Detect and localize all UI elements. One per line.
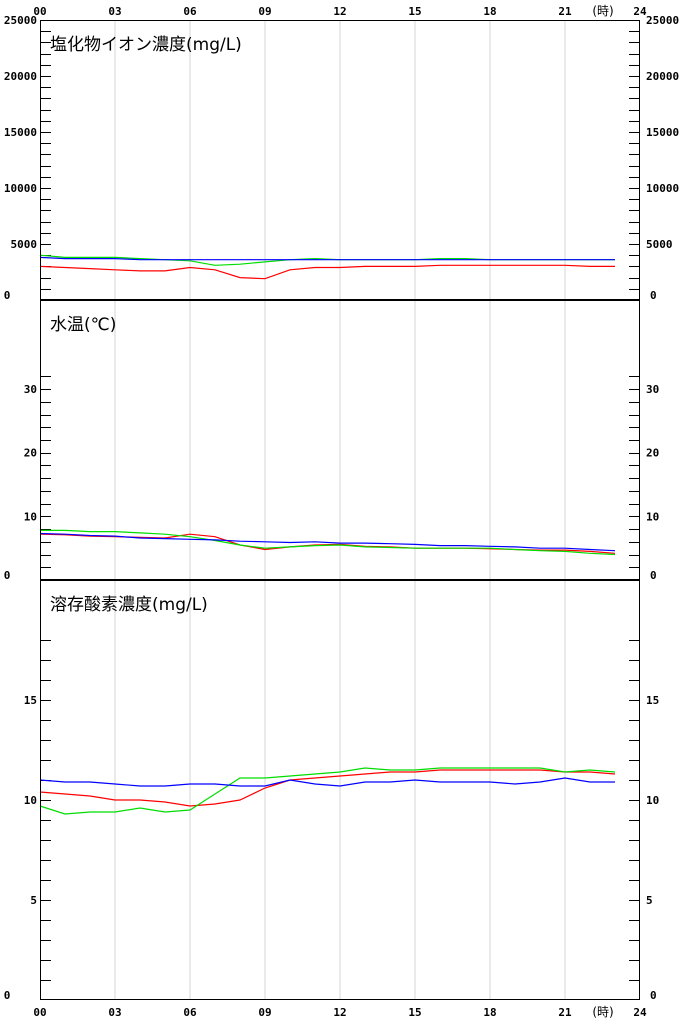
x-tick-label-top: 06 bbox=[183, 5, 197, 18]
series-line-2 bbox=[40, 529, 616, 556]
x-tick-label-top: 24 bbox=[633, 5, 647, 18]
x-tick-label-top: 18 bbox=[483, 5, 496, 18]
panel-frame bbox=[40, 580, 640, 1000]
series-line-2 bbox=[39, 767, 616, 815]
y-tick-label-right: 10 bbox=[646, 510, 659, 523]
y-tick-label-left: 0 bbox=[4, 989, 11, 1002]
y-tick-label-right: 30 bbox=[646, 383, 659, 396]
y-tick-label-left: 5000 bbox=[11, 238, 38, 251]
y-tick-label-left: 30 bbox=[24, 383, 37, 396]
y-tick-label-right: 5 bbox=[646, 894, 653, 907]
x-tick-label-bottom: 15 bbox=[408, 1006, 421, 1019]
chart-title: 水温(℃) bbox=[50, 315, 116, 335]
y-tick-label-left: 10000 bbox=[4, 182, 37, 195]
y-tick-label-left: 20000 bbox=[4, 70, 37, 83]
x-tick-label-bottom: 09 bbox=[258, 1006, 271, 1019]
y-tick-label-right: 15 bbox=[646, 694, 659, 707]
x-tick-label-bottom: 21 bbox=[558, 1006, 572, 1019]
x-tick-label-bottom: 06 bbox=[183, 1006, 197, 1019]
y-tick-label-left: 15000 bbox=[4, 126, 37, 139]
x-tick-label-top: 09 bbox=[258, 5, 271, 18]
y-tick-label-right: 25000 bbox=[646, 14, 679, 27]
y-tick-label-right: 0 bbox=[650, 569, 657, 582]
series-line-3 bbox=[39, 256, 615, 261]
chart-title: 溶存酸素濃度(mg/L) bbox=[50, 595, 208, 615]
chart-panel-1: 0 0 5000 5000 10000 10000 15000 15000 20000 20000… bbox=[4, 14, 679, 302]
panel-frame bbox=[40, 300, 640, 580]
series-line-1 bbox=[39, 264, 615, 280]
x-tick-label-top: 12 bbox=[333, 5, 346, 18]
panel-frame bbox=[40, 20, 640, 300]
y-tick-label-right: 15000 bbox=[646, 126, 679, 139]
chart-title: 塩化物イオン濃度(mg/L) bbox=[50, 35, 242, 55]
y-tick-label-right: 5000 bbox=[646, 238, 673, 251]
y-tick-label-left: 0 bbox=[4, 289, 11, 302]
chart-panel-2: 0 0 10 10 20 20 30 30 水温(℃) bbox=[4, 300, 659, 582]
chart-panel-3: 0 0 5 5 10 10 15 15 溶存酸素濃度(mg/L) bbox=[4, 580, 659, 1002]
x-tick-label-bottom: 03 bbox=[108, 1006, 121, 1019]
y-tick-label-right: 20000 bbox=[646, 70, 679, 83]
x-tick-label-bottom: 24 bbox=[633, 1006, 647, 1019]
x-tick-label-top: 15 bbox=[408, 5, 421, 18]
y-tick-label-right: 10000 bbox=[646, 182, 679, 195]
y-tick-label-left: 0 bbox=[4, 569, 11, 582]
series-line-3 bbox=[39, 532, 616, 552]
y-tick-label-right: 0 bbox=[650, 989, 657, 1002]
y-tick-label-left: 10 bbox=[24, 794, 37, 807]
series-line-3 bbox=[39, 777, 615, 787]
x-unit-bottom: (時) bbox=[592, 1005, 613, 1019]
y-tick-label-right: 20 bbox=[646, 447, 659, 460]
x-tick-label-top: 03 bbox=[108, 5, 121, 18]
x-tick-label-bottom: 18 bbox=[483, 1006, 496, 1019]
y-tick-label-left: 20 bbox=[24, 447, 37, 460]
x-tick-label-top: 00 bbox=[33, 5, 46, 18]
y-tick-label-left: 15 bbox=[24, 694, 37, 707]
y-tick-label-right: 10 bbox=[646, 794, 659, 807]
y-tick-label-right: 0 bbox=[650, 289, 657, 302]
x-tick-label-top: 21 bbox=[558, 5, 572, 18]
series-line-1 bbox=[39, 769, 616, 807]
x-tick-label-bottom: 12 bbox=[333, 1006, 346, 1019]
y-tick-label-left: 5 bbox=[30, 894, 37, 907]
y-tick-label-left: 10 bbox=[24, 510, 37, 523]
x-tick-label-bottom: 00 bbox=[33, 1006, 46, 1019]
y-tick-label-left: 25000 bbox=[4, 14, 37, 27]
x-unit-top: (時) bbox=[592, 4, 613, 18]
